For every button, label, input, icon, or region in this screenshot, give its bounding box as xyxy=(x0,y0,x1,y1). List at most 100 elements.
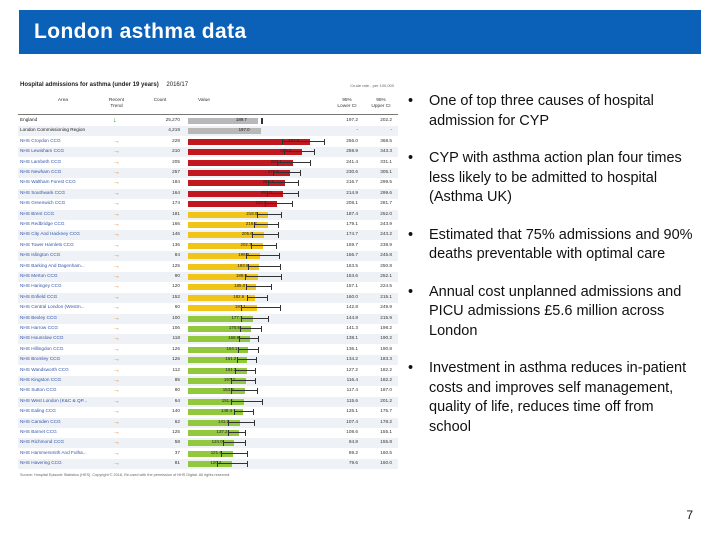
chart-row: NHS Richmond CCG → 58 124.0 94.8 155.8 xyxy=(18,438,398,449)
chart-row: NHS Islington CCG → 84 196.0 156.7 245.8 xyxy=(18,251,398,262)
ci-cap xyxy=(258,336,260,343)
row-count: 126 xyxy=(172,356,180,362)
chart-row: NHS Enfield CCG → 152 182.6 160.0 215.1 xyxy=(18,292,398,303)
ci-cap xyxy=(245,284,247,291)
ci-whisker xyxy=(253,224,278,225)
trend-arrow-icon: → xyxy=(113,314,120,322)
ci-cap xyxy=(240,305,242,312)
bar-value-label: 189.9 xyxy=(235,273,247,278)
value-bar xyxy=(188,253,261,260)
chart-row: NHS Harrow CCG → 106 170.5 141.3 198.2 xyxy=(18,324,398,334)
ci-cap xyxy=(262,398,264,405)
trend-arrow-icon: → xyxy=(113,158,120,166)
row-count: 80 xyxy=(174,387,180,393)
ci-cap xyxy=(253,419,255,426)
chart-row: NHS Havering CCG → 81 120.4 79.6 160.0 xyxy=(18,459,398,470)
ci-whisker xyxy=(222,442,246,444)
row-count: 60 xyxy=(174,304,180,310)
row-upper-ci: 252.0 xyxy=(380,210,392,216)
ci-whisker xyxy=(245,255,279,257)
trend-arrow-icon: → xyxy=(113,293,120,301)
row-count: 228 xyxy=(172,137,180,143)
ci-cap xyxy=(323,138,325,145)
row-lower-ci: 138.1 xyxy=(346,335,358,341)
value-bar xyxy=(188,315,254,322)
trend-arrow-icon: → xyxy=(113,189,120,197)
ci-whisker xyxy=(276,161,310,163)
chart-row: NHS Waltham Forest CCG→184262.2216.7299.… xyxy=(18,178,398,188)
row-lower-ci: 160.0 xyxy=(346,293,358,299)
row-upper-ci: 281.7 xyxy=(380,200,392,206)
bullet-text: Annual cost unplanned admissions and PIC… xyxy=(429,283,682,339)
bar-value-label: 164.1 xyxy=(226,345,238,351)
bar-value-label: 149.4 xyxy=(221,408,233,414)
bullet-text: One of top three causes of hospital admi… xyxy=(429,93,654,129)
row-lower-ci: 94.8 xyxy=(348,439,358,445)
ci-cap xyxy=(257,211,259,218)
trend-arrow-icon: ↓ xyxy=(113,117,117,124)
chart-row: London Commissioning Region 4,219 197.0 - - xyxy=(18,126,398,137)
bullet-item: • CYP with asthma action plan four times … xyxy=(408,149,698,208)
row-area-label: NHS Greenwich CCG xyxy=(20,200,66,206)
row-area-label: NHS Hounslow CCG xyxy=(20,335,64,341)
ci-whisker xyxy=(240,307,281,309)
value-bar xyxy=(188,440,234,447)
trend-arrow-icon: → xyxy=(113,210,120,218)
ci-cap xyxy=(246,461,248,468)
chart-row: NHS Wandsworth CCG → 112 161.2 127.2 182.2 xyxy=(18,366,398,376)
bar-value-label: 121.4 xyxy=(210,449,222,455)
ci-cap xyxy=(280,211,282,218)
header-count: Count xyxy=(153,98,167,103)
row-upper-ci: 160.5 xyxy=(380,449,392,455)
chart-row: NHS Redbridge CCG → 166 216.7 179.1 243.9 xyxy=(18,220,398,230)
row-count: 205 xyxy=(172,158,180,164)
ci-whisker xyxy=(238,338,259,340)
value-bar xyxy=(188,284,257,291)
value-bar xyxy=(188,180,285,187)
trend-arrow-icon: → xyxy=(113,304,120,312)
row-area-label: NHS Croydon CCG xyxy=(20,137,61,143)
value-bar xyxy=(188,388,245,395)
row-count: 81 xyxy=(174,460,180,466)
ci-cap xyxy=(238,336,240,343)
value-bar xyxy=(188,118,258,124)
trend-arrow-icon: → xyxy=(113,429,120,436)
ci-cap xyxy=(291,201,293,208)
row-area-label: NHS Lambeth CCG xyxy=(20,158,62,164)
chart-row: NHS Barking And Dagenham... → 125 193.6 163.… xyxy=(18,262,398,272)
row-lower-ci: 156.7 xyxy=(346,252,358,258)
trend-arrow-icon: → xyxy=(113,408,120,416)
row-count: 62 xyxy=(174,418,180,424)
trend-arrow-icon: → xyxy=(113,179,120,187)
bullet-list: • One of top three causes of hospital adm… xyxy=(408,92,698,437)
value-bar xyxy=(188,294,256,301)
ci-whisker xyxy=(238,348,259,350)
chart-row: NHS Merton CCG → 90 189.9 153.6 252.1 xyxy=(18,272,398,282)
header-lower-ci: 95% Lower CI xyxy=(337,98,357,109)
ci-whisker xyxy=(257,213,281,215)
ci-cap xyxy=(309,159,311,166)
row-area-label: NHS Havering CCG xyxy=(20,460,62,466)
row-count: 64 xyxy=(174,397,180,403)
ci-whisker xyxy=(240,328,261,329)
row-area-label: NHS Ealing CCG xyxy=(20,408,56,414)
bar-value-label: 161.2 xyxy=(225,366,237,372)
row-count: 25,270 xyxy=(165,117,180,122)
ci-cap xyxy=(245,253,247,260)
row-count: 257 xyxy=(172,169,180,174)
row-upper-ci: 249.9 xyxy=(380,304,392,310)
row-upper-ci: 190.8 xyxy=(380,345,392,351)
trend-arrow-icon: → xyxy=(113,137,120,145)
trend-arrow-icon: → xyxy=(113,387,120,395)
chart-row: NHS Ealing CCG → 140 149.4 126.1 175.7 xyxy=(18,407,398,417)
chart-row: NHS Lewisham CCG → 210 310.2 259.9 343.3 xyxy=(18,147,398,158)
bullet-marker: • xyxy=(408,226,414,243)
bar-value-label: 170.5 xyxy=(228,325,240,330)
row-area-label: NHS Haringey CCG xyxy=(20,283,62,289)
row-lower-ci: 214.9 xyxy=(346,189,358,195)
ci-cap xyxy=(231,388,233,395)
page-number: 7 xyxy=(686,508,693,522)
ci-cap xyxy=(255,357,257,364)
ci-cap xyxy=(220,450,222,457)
ci-cap xyxy=(256,388,258,395)
